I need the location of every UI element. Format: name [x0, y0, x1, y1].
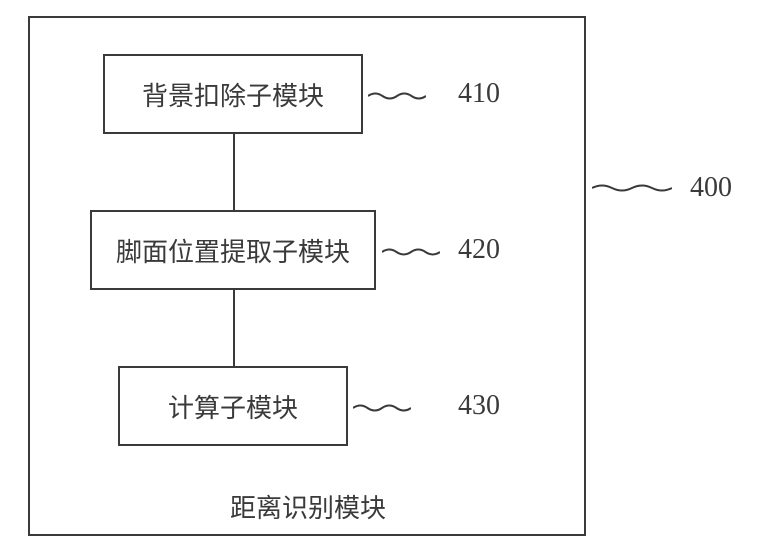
node-compute: 计算子模块	[118, 366, 348, 446]
ref-label: 430	[458, 390, 500, 422]
leader-squiggle	[353, 398, 411, 418]
node-background-subtract: 背景扣除子模块	[103, 54, 363, 134]
ref-label: 410	[458, 78, 500, 110]
ref-text: 410	[458, 78, 500, 109]
ref-text: 430	[458, 390, 500, 421]
node-label: 计算子模块	[168, 388, 298, 425]
leader-squiggle	[382, 242, 440, 262]
ref-text: 400	[690, 172, 732, 203]
node-label: 脚面位置提取子模块	[116, 232, 350, 269]
diagram-canvas: 距离识别模块 背景扣除子模块 脚面位置提取子模块 计算子模块 410 420 4…	[0, 0, 771, 552]
leader-squiggle	[368, 86, 426, 106]
ref-label: 420	[458, 234, 500, 266]
ref-label-outer: 400	[690, 172, 732, 204]
module-title-text: 距离识别模块	[230, 494, 386, 523]
connector	[233, 290, 235, 366]
ref-text: 420	[458, 234, 500, 265]
module-title: 距离识别模块	[230, 488, 386, 525]
leader-squiggle	[592, 178, 672, 198]
connector	[233, 134, 235, 210]
node-foot-position-extract: 脚面位置提取子模块	[90, 210, 376, 290]
node-label: 背景扣除子模块	[142, 76, 324, 113]
